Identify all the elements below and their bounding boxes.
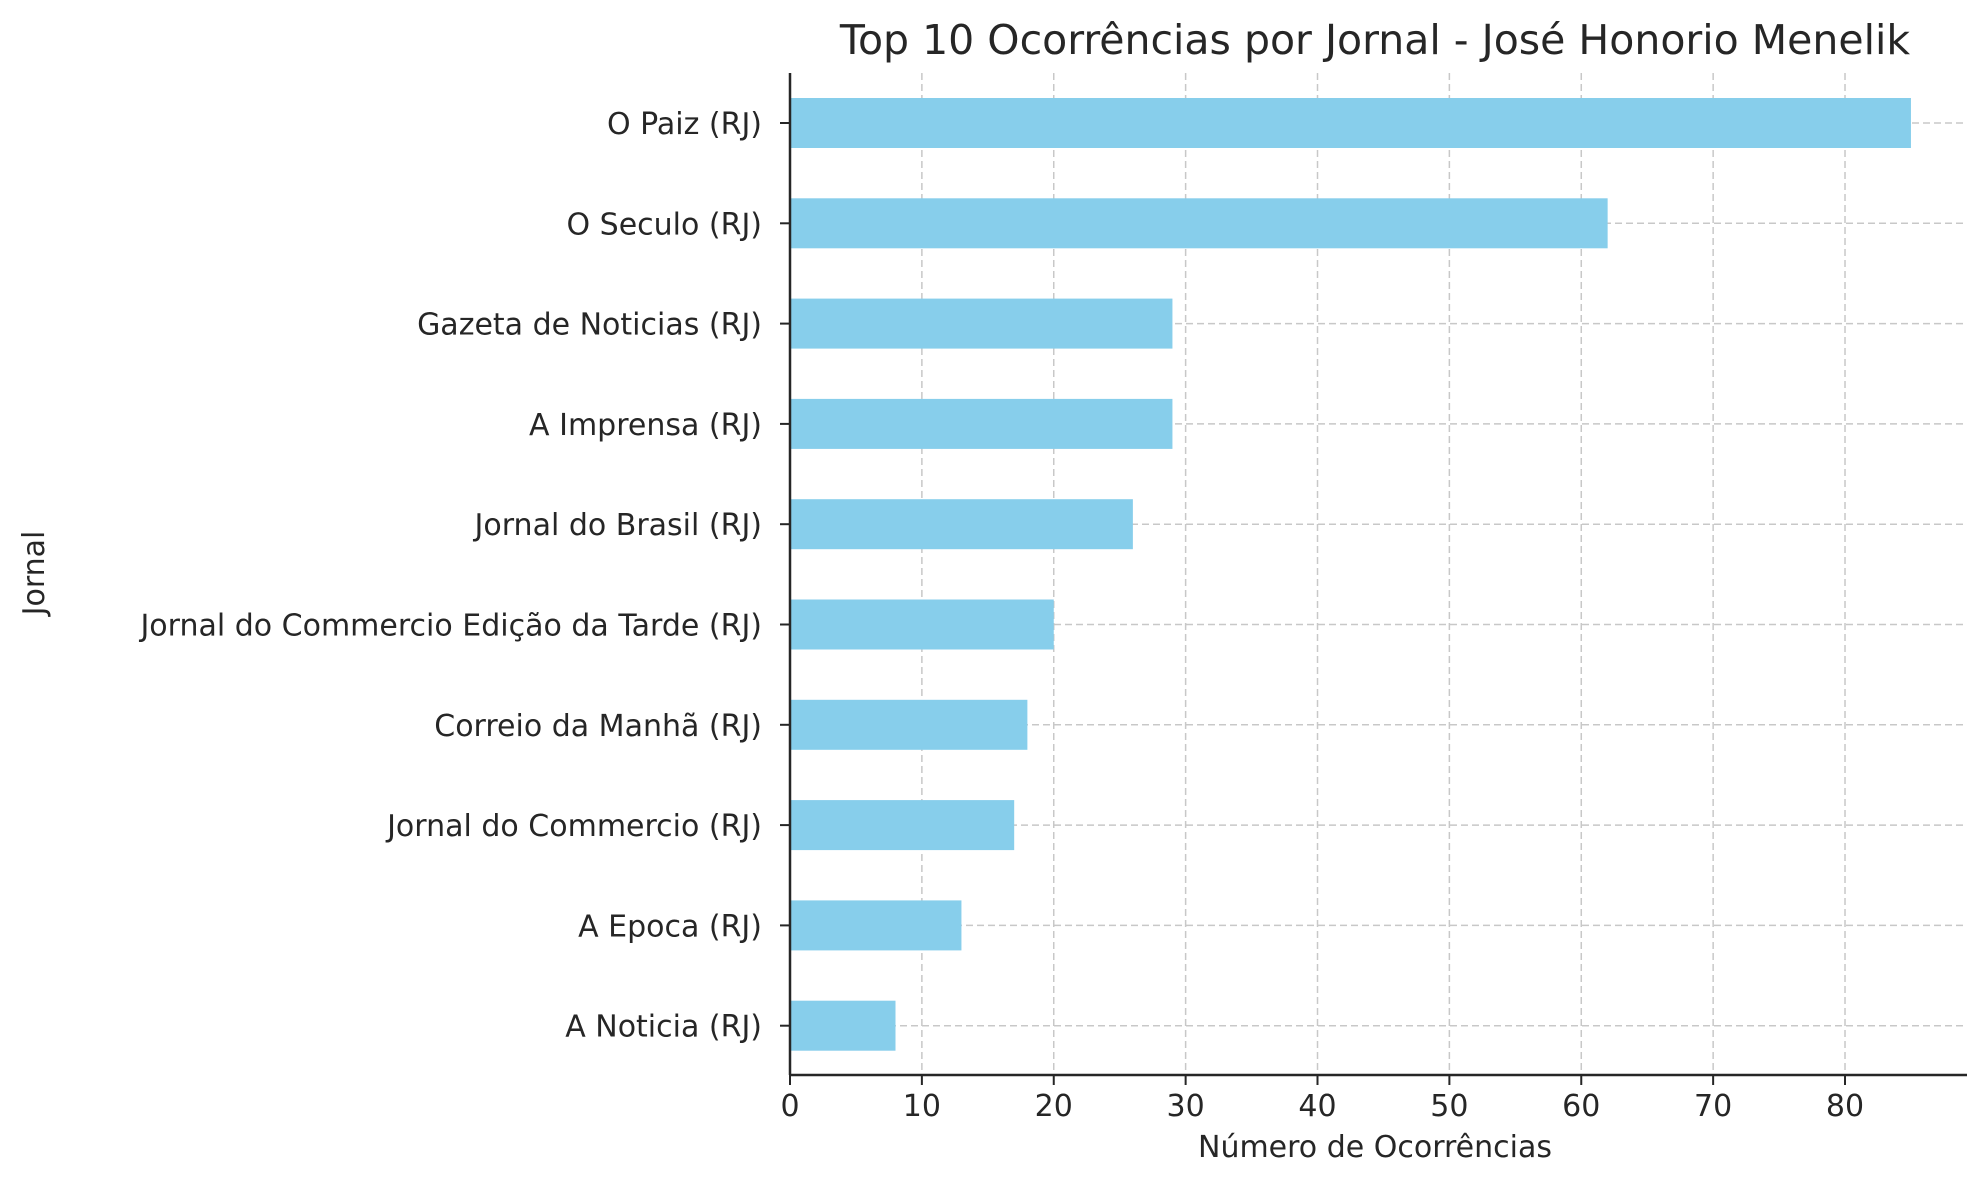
bar (790, 699, 1028, 750)
y-tick-label: O Paiz (RJ) (607, 107, 762, 142)
bar (790, 98, 1911, 148)
y-tick-label: Correio da Manhã (RJ) (434, 709, 762, 744)
axes-layer (780, 73, 1967, 1085)
y-tick-label: Jornal do Commercio (RJ) (385, 809, 762, 844)
y-tick-label: Jornal do Commercio Edição da Tarde (RJ) (138, 609, 762, 644)
y-tick-label: Gazeta de Noticias (RJ) (417, 308, 762, 343)
x-tick-label: 60 (1562, 1089, 1600, 1124)
x-axis-label: Número de Ocorrências (1198, 1130, 1552, 1165)
bar (790, 800, 1015, 851)
bar (790, 1000, 896, 1051)
y-tick-label: Jornal do Brasil (RJ) (473, 508, 762, 543)
x-tick-label: 50 (1430, 1089, 1468, 1124)
bar (790, 298, 1173, 349)
labels-layer: O Paiz (RJ) O Seculo (RJ) Gazeta de Notici… (138, 107, 1864, 1124)
x-tick-label: 20 (1035, 1089, 1073, 1124)
bar (790, 198, 1608, 249)
x-tick-label: 80 (1826, 1089, 1864, 1124)
x-tick-label: 40 (1298, 1089, 1336, 1124)
x-tick-label: 10 (903, 1089, 941, 1124)
x-tick-label: 0 (780, 1089, 799, 1124)
y-tick-label: A Epoca (RJ) (578, 909, 762, 944)
y-tick-label: O Seculo (RJ) (567, 207, 762, 242)
y-tick-label: A Noticia (RJ) (565, 1010, 762, 1045)
y-axis-label: Jornal (17, 531, 52, 618)
y-tick-label: A Imprensa (RJ) (529, 408, 762, 443)
chart-title: Top 10 Ocorrências por Jornal - José Hon… (839, 16, 1910, 64)
bar (790, 398, 1173, 449)
x-tick-label: 70 (1694, 1089, 1732, 1124)
bar (790, 499, 1133, 550)
bars-layer (790, 98, 1911, 1051)
bar (790, 900, 962, 951)
x-tick-label: 30 (1167, 1089, 1205, 1124)
bar (790, 599, 1054, 650)
